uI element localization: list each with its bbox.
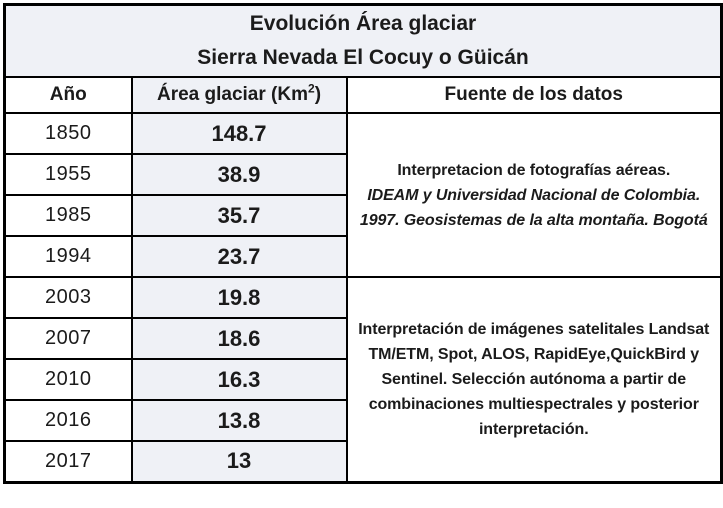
table-row-1850: 1850 148.7 Interpretacion de fotografías… [3,112,723,278]
table-title: Evolución Área glaciar Sierra Nevada El … [3,3,723,78]
year-value: 2017 [3,440,133,483]
area-value: 16.3 [130,358,348,401]
source-text-plain: Interpretacion de fotografías aéreas. [397,161,671,179]
table-row-2007: 2007 18.6 [3,317,722,360]
area-value: 35.7 [130,194,348,237]
area-value: 13.8 [130,399,348,442]
area-header-prefix: Área glaciar (Km [156,84,308,105]
area-value: 13 [130,440,348,483]
year-value: 1955 [3,153,133,196]
area-value: 148.7 [130,112,348,155]
title-line-2: Sierra Nevada El Cocuy o Güicán [197,46,529,69]
area-header-superscript: 2 [308,81,315,96]
source-cell-aerial-photos: Interpretacion de fotografías aéreas. ID… [345,112,723,278]
col-header-year: Año [3,76,133,114]
table-row-2003: 2003 19.8 Interpretación de imágenes sat… [3,276,723,483]
area-value: 23.7 [130,235,348,278]
year-value: 2007 [3,317,133,360]
area-value: 38.9 [130,153,348,196]
year-value: 2003 [3,276,133,319]
year-value: 2016 [3,399,133,442]
table-row-1985: 1985 35.7 [3,194,722,237]
table-row-2017: 2017 13 [3,440,722,483]
table-row-2016: 2016 13.8 [3,399,722,442]
col-header-source: Fuente de los datos [345,76,723,114]
year-value: 1994 [3,235,133,278]
title-row: Evolución Área glaciar Sierra Nevada El … [3,3,723,78]
source-text: Interpretación de imágenes satelitales L… [358,320,710,438]
source-cell-satellite-images: Interpretación de imágenes satelitales L… [345,276,723,483]
table-row-1955: 1955 38.9 [3,153,722,196]
area-value: 19.8 [130,276,348,319]
col-header-area: Área glaciar (Km2) [130,76,348,114]
year-value: 1850 [3,112,133,155]
area-value: 18.6 [130,317,348,360]
source-text-citation: IDEAM y Universidad Nacional de Colombia… [359,186,708,229]
glacier-evolution-table: Evolución Área glaciar Sierra Nevada El … [3,3,723,484]
area-header-suffix: ) [314,84,322,105]
year-value: 2010 [3,358,133,401]
year-value: 1985 [3,194,133,237]
table-row-2010: 2010 16.3 [3,358,722,401]
table-row-1994: 1994 23.7 [3,235,722,278]
title-line-1: Evolución Área glaciar [249,12,477,35]
header-row: Año Área glaciar (Km2) Fuente de los dat… [3,76,723,114]
